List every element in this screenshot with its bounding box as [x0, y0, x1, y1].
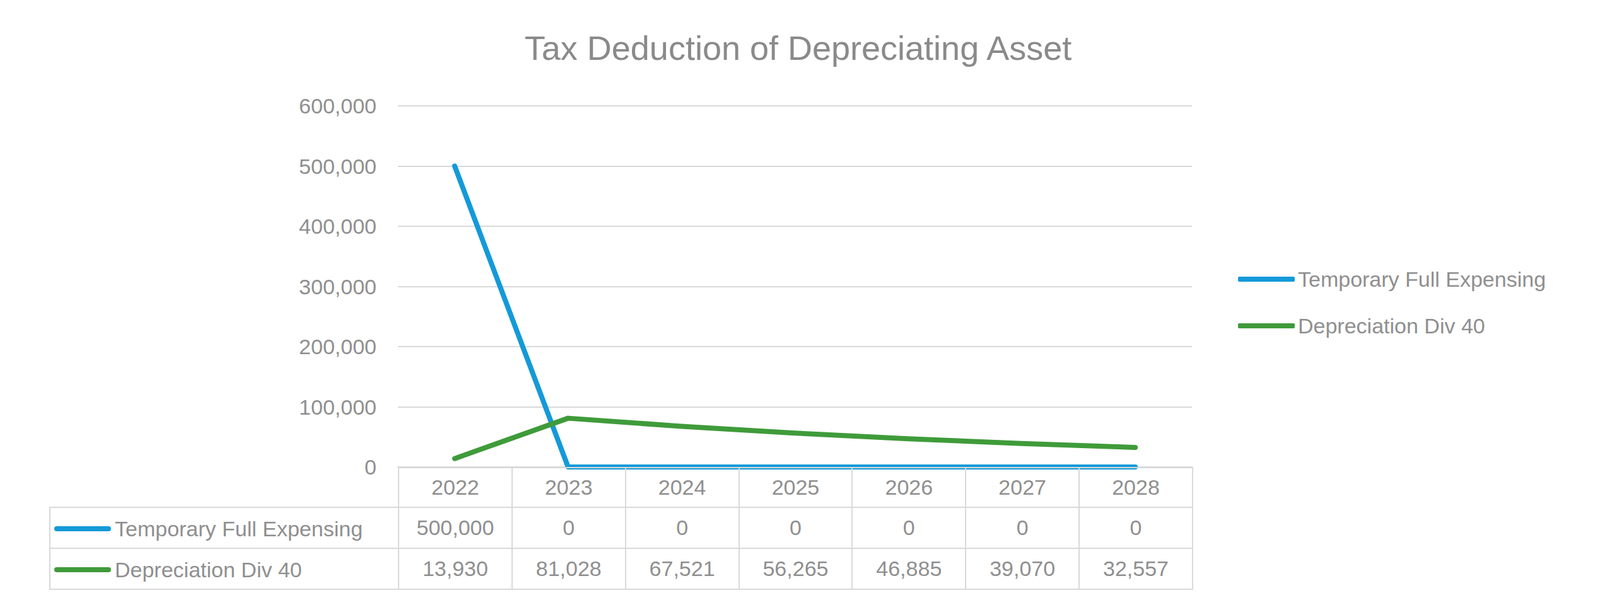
- html-text:56,265: 56,265: [762, 556, 829, 581]
- html-text:2023: 2023: [544, 475, 593, 500]
- svg-text:Tax Deduction of Depreciating: Tax Deduction of Depreciating Asset: [524, 29, 1072, 67]
- html-text:2022: 2022: [431, 475, 480, 500]
- html-text:0: 0: [1016, 515, 1029, 540]
- svg-text:500,000: 500,000: [298, 154, 377, 179]
- svg-text:400,000: 400,000: [298, 214, 377, 239]
- html-text:0: 0: [789, 515, 802, 540]
- html-text:Temporary Full Expensing: Temporary Full Expensing: [114, 516, 363, 541]
- svg-text:600,000: 600,000: [298, 93, 377, 118]
- html-text:0: 0: [676, 515, 689, 540]
- html-text:2027: 2027: [998, 475, 1047, 500]
- html-text:39,070: 39,070: [989, 556, 1056, 581]
- html-text:2026: 2026: [885, 475, 933, 500]
- html-text:2028: 2028: [1111, 475, 1160, 500]
- html-text:2025: 2025: [771, 475, 820, 500]
- svg-text:100,000: 100,000: [298, 395, 377, 420]
- html-text:46,885: 46,885: [876, 556, 942, 581]
- html-text:13,930: 13,930: [422, 556, 489, 581]
- svg-text:200,000: 200,000: [298, 334, 377, 359]
- html-text:2024: 2024: [658, 475, 706, 500]
- html-text:Depreciation Div 40: Depreciation Div 40: [114, 557, 302, 582]
- html-text:0: 0: [1129, 515, 1142, 540]
- html-text:81,028: 81,028: [535, 556, 602, 581]
- html-text:0: 0: [902, 515, 915, 540]
- svg-text:0: 0: [364, 455, 377, 480]
- svg-text:300,000: 300,000: [298, 274, 377, 299]
- svg-text:Depreciation Div 40: Depreciation Div 40: [1297, 314, 1486, 339]
- html-text:67,521: 67,521: [649, 556, 715, 581]
- html-text:0: 0: [562, 515, 575, 540]
- html-text:32,557: 32,557: [1103, 556, 1169, 581]
- svg-text:Temporary Full Expensing: Temporary Full Expensing: [1297, 267, 1546, 292]
- html-text:500,000: 500,000: [416, 515, 495, 540]
